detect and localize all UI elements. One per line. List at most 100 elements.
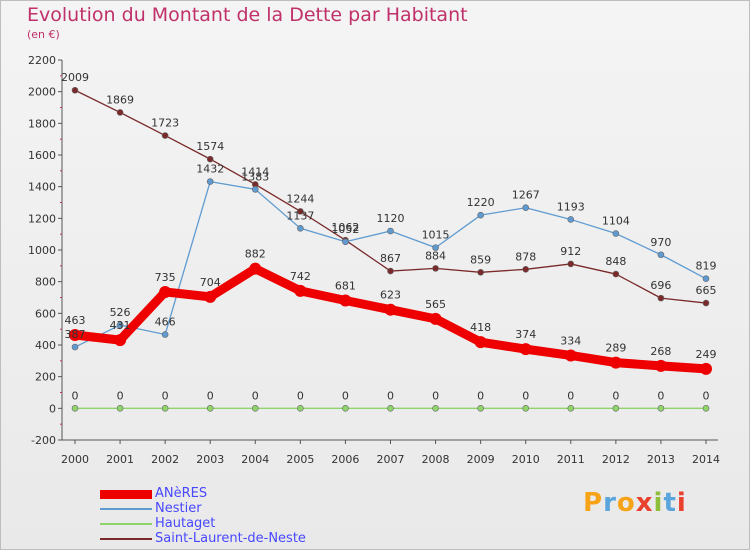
x-tick-label: 2004	[241, 453, 269, 466]
data-label-hautaget: 0	[657, 389, 664, 402]
data-label-hautaget: 0	[703, 389, 710, 402]
data-point-an-res	[69, 329, 81, 342]
logo-letter: P	[583, 488, 604, 518]
data-point-an-res	[249, 262, 262, 275]
data-point-nestier	[702, 275, 710, 282]
data-label-saint-laurent-de-neste: 1244	[286, 192, 314, 205]
data-point-hautaget	[206, 405, 214, 412]
data-point-nestier	[522, 204, 530, 212]
data-point-nestier	[567, 216, 575, 223]
data-label-hautaget: 0	[297, 389, 304, 402]
logo-letter: t	[663, 488, 677, 518]
y-tick-label: 1600	[28, 149, 56, 162]
data-point-an-res	[114, 334, 127, 347]
x-tick-label: 2005	[286, 453, 314, 466]
data-point-saint-laurent-de-neste	[387, 267, 394, 275]
data-label-hautaget: 0	[72, 389, 79, 402]
data-label-an-res: 334	[560, 334, 581, 347]
data-label-saint-laurent-de-neste: 665	[696, 284, 717, 297]
data-point-saint-laurent-de-neste	[702, 299, 710, 307]
data-label-nestier: 1383	[241, 170, 269, 183]
data-point-hautaget	[522, 405, 530, 412]
data-point-saint-laurent-de-neste	[71, 86, 79, 94]
logo-letter: x	[635, 488, 654, 518]
data-point-an-res	[474, 336, 487, 349]
data-label-saint-laurent-de-neste: 848	[605, 255, 626, 268]
data-point-nestier	[116, 321, 124, 329]
data-point-an-res	[204, 290, 217, 303]
data-point-hautaget	[432, 405, 439, 412]
y-tick-label: 2200	[28, 54, 56, 67]
chart-subtitle: (en €)	[27, 28, 60, 41]
data-point-an-res	[654, 359, 667, 372]
data-point-nestier	[161, 331, 169, 338]
x-tick-label: 2007	[377, 453, 405, 466]
data-label-saint-laurent-de-neste: 696	[650, 279, 671, 292]
data-point-an-res	[339, 294, 352, 307]
data-label-saint-laurent-de-neste: 867	[380, 252, 401, 265]
data-label-an-res: 374	[515, 328, 536, 341]
data-point-hautaget	[657, 405, 665, 412]
data-label-hautaget: 0	[252, 389, 259, 402]
y-tick-label: 800	[35, 276, 56, 289]
logo-letter: r	[603, 488, 617, 518]
y-tick-label: 1800	[28, 117, 56, 130]
data-point-hautaget	[612, 405, 620, 412]
data-point-saint-laurent-de-neste	[206, 155, 214, 163]
y-tick-label: 0	[49, 402, 56, 415]
data-point-nestier	[657, 251, 665, 259]
y-tick-label: 2000	[28, 86, 56, 99]
x-tick-label: 2011	[557, 453, 585, 466]
legend-swatch-nestier	[100, 508, 152, 510]
data-label-hautaget: 0	[477, 389, 484, 402]
data-label-saint-laurent-de-neste: 2009	[61, 71, 89, 84]
data-point-nestier	[206, 178, 214, 185]
data-label-nestier: 1193	[557, 200, 585, 213]
data-label-an-res: 565	[425, 298, 446, 311]
data-point-nestier	[342, 238, 349, 246]
data-label-saint-laurent-de-neste: 1574	[196, 140, 224, 153]
data-label-an-res: 268	[650, 345, 671, 358]
data-label-saint-laurent-de-neste: 1869	[106, 93, 134, 106]
data-point-hautaget	[116, 405, 124, 412]
data-label-nestier: 526	[110, 306, 131, 319]
data-label-nestier: 387	[65, 328, 86, 341]
data-label-nestier: 1120	[377, 212, 405, 225]
y-tick-label: 400	[35, 339, 56, 352]
data-label-saint-laurent-de-neste: 1723	[151, 117, 179, 130]
data-point-saint-laurent-de-neste	[567, 260, 575, 268]
data-label-saint-laurent-de-neste: 859	[470, 253, 491, 266]
data-label-nestier: 970	[650, 236, 671, 249]
data-point-hautaget	[567, 405, 575, 412]
data-point-nestier	[432, 244, 439, 251]
y-tick-label: 1200	[28, 212, 56, 225]
x-tick-label: 2000	[61, 453, 89, 466]
data-point-nestier	[612, 230, 620, 237]
data-point-saint-laurent-de-neste	[657, 294, 665, 302]
x-tick-label: 2014	[692, 453, 720, 466]
x-tick-label: 2001	[106, 453, 134, 466]
data-point-an-res	[700, 362, 712, 375]
data-label-nestier: 1267	[512, 189, 540, 202]
data-point-nestier	[71, 343, 79, 351]
legend-label-nestier: Nestier	[155, 501, 202, 516]
data-point-saint-laurent-de-neste	[161, 132, 169, 139]
data-label-saint-laurent-de-neste: 1414	[241, 165, 269, 178]
data-point-an-res	[564, 349, 577, 362]
data-label-an-res: 623	[380, 289, 401, 302]
data-label-an-res: 418	[470, 321, 491, 334]
data-point-hautaget	[161, 405, 169, 412]
y-tick-label: 600	[35, 307, 56, 320]
x-tick-label: 2012	[602, 453, 630, 466]
data-label-hautaget: 0	[117, 389, 124, 402]
data-point-hautaget	[387, 405, 394, 412]
data-label-nestier: 1432	[196, 163, 224, 176]
data-label-saint-laurent-de-neste: 1062	[331, 221, 359, 234]
data-point-an-res	[294, 284, 307, 297]
data-point-saint-laurent-de-neste	[477, 269, 484, 276]
data-label-an-res: 431	[110, 319, 131, 332]
data-point-saint-laurent-de-neste	[116, 109, 124, 116]
y-tick-label: 1400	[28, 181, 56, 194]
